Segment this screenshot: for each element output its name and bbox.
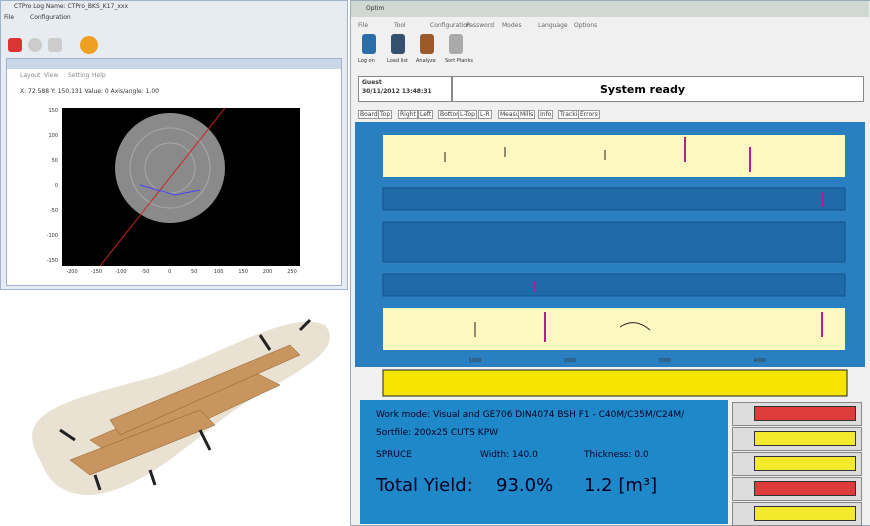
x-tick-label: 200	[263, 269, 273, 275]
tab[interactable]: Mills	[518, 110, 535, 119]
menu-item[interactable]: Tool	[394, 22, 406, 29]
x-tick-label: 1000	[469, 358, 482, 364]
desktop: CTPro Log Name: CTPro_BKS_K17_xxx File Co…	[0, 0, 870, 524]
y-tick-label: 0	[55, 183, 58, 189]
y-tick-label: 100	[48, 133, 58, 139]
tool-icon[interactable]	[48, 38, 62, 52]
titlebar	[351, 1, 869, 17]
menu-item[interactable]: File	[358, 22, 368, 29]
x-tick-label: 2000	[564, 358, 577, 364]
menu-item[interactable]: Options	[574, 22, 597, 29]
tab[interactable]: L-Top	[458, 110, 477, 119]
tool-label[interactable]: Log on	[358, 58, 375, 64]
tool-icon[interactable]	[362, 34, 376, 54]
x-tick-label: 100	[214, 269, 224, 275]
stop-icon[interactable]	[8, 38, 22, 52]
x-tick-label: 4000	[754, 358, 767, 364]
datetime: 30/11/2012 13:48:31	[362, 88, 432, 95]
x-tick-label: 150	[238, 269, 248, 275]
strip	[383, 222, 845, 262]
tool-label[interactable]: Load list	[387, 58, 408, 64]
work-mode: Work mode: Visual and GE706 DIN4074 BSH …	[376, 410, 684, 420]
strip	[383, 274, 845, 296]
x-tick-label: 50	[191, 269, 197, 275]
run-icon[interactable]	[80, 36, 98, 54]
menu-item[interactable]: File	[4, 14, 14, 21]
tool-label[interactable]: Analyze	[416, 58, 436, 64]
menu-item[interactable]: Configuration	[30, 14, 71, 21]
log-3d-view	[0, 290, 348, 524]
x-tick-label: 3000	[659, 358, 672, 364]
indicator-bar	[754, 431, 856, 446]
status: System ready	[600, 83, 685, 96]
y-tick-label: -50	[50, 208, 58, 214]
volume: 1.2 [m³]	[584, 475, 657, 496]
menu-item[interactable]: Help	[92, 72, 106, 79]
x-tick-label: -150	[91, 269, 102, 275]
tool-label[interactable]: Sort Planks	[445, 58, 473, 64]
viewer-status: X: 72.588 Y: 150.131 Value: 0 Axis/angle…	[20, 88, 159, 95]
tool-icon[interactable]	[391, 34, 405, 54]
y-tick-label: 150	[48, 108, 58, 114]
indicator-bar	[754, 481, 856, 496]
tab[interactable]: Board	[358, 110, 380, 119]
y-tick-label: -150	[47, 258, 58, 264]
tab[interactable]: Right	[398, 110, 418, 119]
menu-item[interactable]: View	[44, 72, 58, 79]
window-title: Optim	[366, 5, 384, 12]
strip	[383, 188, 845, 210]
viewer-titlebar	[7, 59, 341, 69]
menu-item[interactable]: Language	[538, 22, 568, 29]
x-tick-label: -100	[115, 269, 126, 275]
menu-item[interactable]: Modes	[502, 22, 521, 29]
top-strip	[383, 135, 845, 177]
tab[interactable]: L-R	[478, 110, 492, 119]
yield-value: 93.0%	[496, 475, 553, 496]
x-tick-label: 250	[287, 269, 297, 275]
user: Guest	[362, 79, 382, 86]
x-tick-label: -50	[141, 269, 149, 275]
tab[interactable]: Errors	[578, 110, 600, 119]
window-title: CTPro Log Name: CTPro_BKS_K17_xxx	[14, 3, 128, 10]
y-tick-label: 50	[52, 158, 58, 164]
scan-view: 1000 2000 3000 4000	[355, 122, 865, 398]
tab[interactable]: Info	[538, 110, 553, 119]
y-tick-label: -100	[47, 233, 58, 239]
tab[interactable]: Top	[378, 110, 392, 119]
viewer-plot: 150 100 50 0 -50 -100 -150 -200 -150 -100 -50 0 50 10…	[0, 100, 348, 290]
tool-icon[interactable]	[420, 34, 434, 54]
menu-item[interactable]: Setting	[68, 72, 89, 79]
yield-bar	[383, 370, 847, 396]
tool-icon[interactable]	[449, 34, 463, 54]
screen: CTPro Log Name: CTPro_BKS_K17_xxx File Co…	[0, 0, 870, 524]
indicator-bar	[754, 456, 856, 471]
bottom-strip	[383, 308, 845, 350]
x-tick-label: -200	[66, 269, 77, 275]
thickness: Thickness: 0.0	[584, 450, 649, 460]
sortfile: Sortfile: 200x25 CUTS KPW	[376, 428, 498, 438]
yield-label: Total Yield:	[376, 475, 473, 496]
tab[interactable]: Left	[418, 110, 433, 119]
menu-item[interactable]: Layout	[20, 72, 40, 79]
width: Width: 140.0	[480, 450, 538, 460]
tool-icon[interactable]	[28, 38, 42, 52]
menu-item[interactable]: Configuration	[430, 22, 471, 29]
species: SPRUCE	[376, 450, 412, 460]
indicator-bar	[754, 506, 856, 521]
x-tick-label: 0	[168, 269, 171, 275]
indicator-bar	[754, 406, 856, 421]
menu-item[interactable]: Password	[466, 22, 494, 29]
